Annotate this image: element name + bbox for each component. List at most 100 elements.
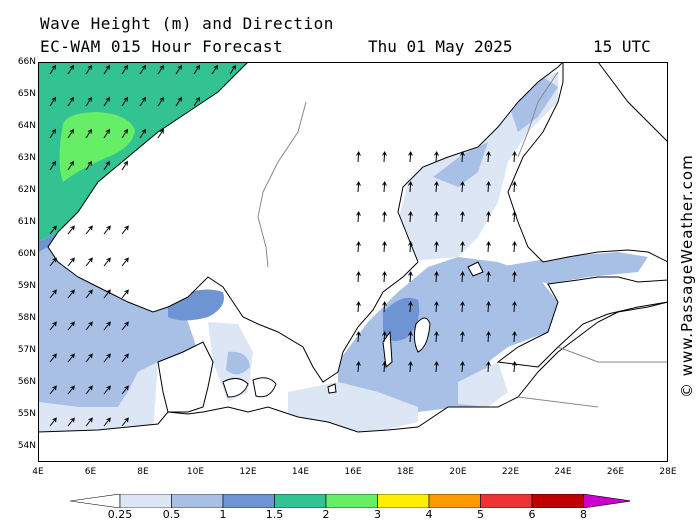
wave-arrow [211, 64, 218, 75]
wave-arrow [175, 64, 182, 75]
colorbar-level-label: 1 [219, 508, 227, 521]
colorbar-segment [222, 494, 275, 508]
wave-arrow [85, 289, 93, 299]
wave-arrow [460, 240, 465, 253]
wave-arrow [408, 180, 413, 193]
wave-arrow [49, 96, 56, 107]
wave-arrow [67, 385, 75, 395]
wave-arrow [382, 240, 387, 253]
wave-arrow [85, 160, 92, 171]
wave-arrow [121, 64, 128, 75]
wave-arrow [408, 360, 413, 373]
wave-arrow [49, 64, 56, 75]
wave-arrow [85, 64, 92, 75]
wave-arrow [486, 330, 491, 343]
wave-arrow [434, 360, 439, 373]
lon-label: 14E [291, 467, 310, 477]
lat-label: 55N [17, 409, 36, 419]
wave-arrow [486, 270, 491, 283]
lon-label: 28E [659, 467, 677, 477]
wave-arrow [382, 270, 387, 283]
wave-arrow [49, 385, 57, 395]
wave-arrow [408, 330, 413, 343]
wave-arrow [85, 257, 93, 267]
wave-arrow [486, 150, 491, 163]
wave-arrow [67, 289, 75, 299]
wave-arrow [408, 300, 413, 313]
wave-arrow [157, 64, 164, 75]
wave-arrow [67, 257, 75, 267]
wave-arrow [356, 360, 361, 373]
colorbar-level-label: 8 [580, 508, 587, 521]
wave-arrow [512, 210, 517, 223]
wave-arrow [408, 210, 413, 223]
wave-arrow [434, 300, 439, 313]
forecast-time: 15 UTC [593, 37, 651, 56]
colorbar-segment [274, 494, 327, 508]
wave-arrow [434, 240, 439, 253]
wave-arrow [356, 180, 361, 193]
lat-label: 61N [17, 217, 36, 227]
lat-label: 59N [17, 281, 36, 291]
wave-arrow [103, 289, 111, 299]
wave-arrow [67, 321, 75, 331]
lon-label: 20E [449, 467, 467, 477]
wave-arrow [103, 257, 111, 267]
wave-arrow [512, 270, 517, 283]
wave-arrow [121, 417, 129, 427]
wave-arrow [486, 240, 491, 253]
colorbar-level-label: 1.5 [265, 508, 284, 521]
chart-subtitle: EC-WAM 015 Hour Forecast [40, 37, 284, 56]
lon-label: 26E [606, 467, 625, 477]
wave-arrow [103, 64, 110, 75]
wave-arrow [121, 160, 128, 171]
lat-label: 65N [17, 89, 36, 99]
lon-label: 18E [396, 467, 415, 477]
wave-arrow [408, 150, 413, 163]
wave-arrow [49, 160, 56, 171]
wave-arrow [85, 96, 92, 107]
wave-arrow [85, 417, 93, 427]
wave-arrow [356, 150, 361, 163]
lat-label: 57N [17, 345, 36, 355]
wave-arrow [382, 330, 387, 343]
wave-arrow [486, 360, 491, 373]
wave-arrow [408, 270, 413, 283]
wave-arrow [67, 160, 74, 171]
colorbar-segment [119, 494, 172, 508]
lon-label: 12E [239, 467, 257, 477]
wave-arrow [512, 330, 517, 343]
wave-arrow [486, 300, 491, 313]
wave-arrow [85, 225, 93, 235]
wave-arrow [512, 180, 517, 193]
wave-arrow [67, 96, 74, 107]
land-outline [38, 62, 668, 462]
wave-arrow [382, 300, 387, 313]
lat-label: 62N [17, 185, 36, 195]
wave-arrow [356, 330, 361, 343]
wave-arrow [157, 128, 164, 139]
map-frame [38, 62, 668, 462]
wave-map [38, 62, 668, 462]
colorbar [70, 494, 630, 508]
wave-arrow [356, 210, 361, 223]
wave-arrow [121, 257, 129, 267]
wave-arrow [121, 225, 129, 235]
wave-arrow [85, 128, 92, 139]
lat-label: 54N [17, 441, 36, 451]
wave-arrow [49, 257, 57, 267]
wave-arrow [382, 360, 387, 373]
wave-arrow [460, 330, 465, 343]
wave-arrow [49, 353, 57, 363]
wave-arrow [193, 64, 200, 75]
lat-label: 60N [17, 249, 36, 259]
wave-direction-arrows [49, 64, 517, 427]
colorbar-level-label: 0.5 [162, 508, 181, 521]
wave-arrow [434, 330, 439, 343]
colorbar-level-label: 3 [374, 508, 381, 521]
wave-arrow [382, 180, 387, 193]
wave-arrow [67, 128, 74, 139]
wave-arrow [67, 225, 75, 235]
wave-arrow [356, 240, 361, 253]
wave-arrow [121, 321, 129, 331]
